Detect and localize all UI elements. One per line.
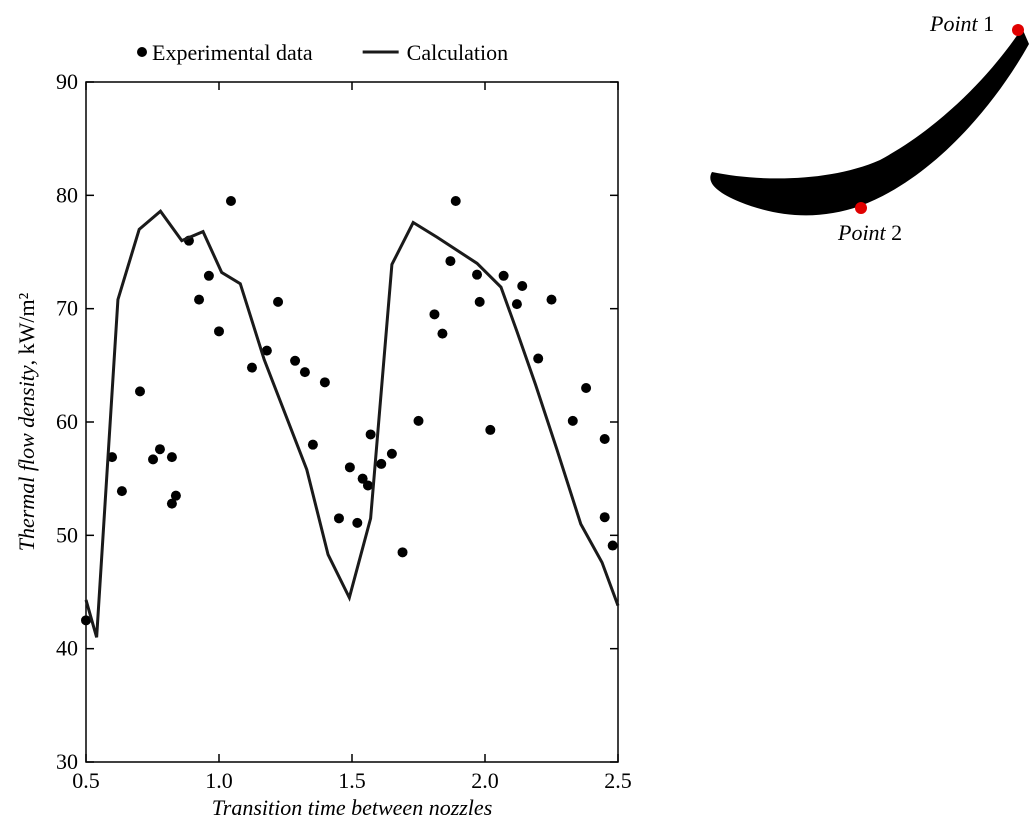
blade (710, 28, 1029, 216)
legend-label: Calculation (407, 40, 508, 65)
data-point (307, 439, 318, 450)
data-point (472, 269, 483, 280)
data-point (546, 294, 557, 305)
data-point (450, 196, 461, 206)
data-point (319, 377, 330, 388)
y-tick-label: 90 (56, 69, 78, 94)
data-point (148, 454, 159, 465)
point-word: Point (929, 11, 979, 36)
data-point (299, 367, 310, 378)
x-tick-label: 0.5 (72, 768, 100, 793)
data-point (203, 270, 214, 281)
data-point (214, 326, 224, 337)
x-tick-label: 1.5 (338, 768, 366, 793)
legend-label: Experimental data (152, 40, 313, 65)
data-point (116, 486, 127, 497)
data-point (397, 547, 408, 558)
data-point (474, 296, 485, 307)
y-axis-unit: , kW/m² (14, 292, 39, 365)
data-point (81, 615, 91, 626)
plot-frame (85, 81, 619, 763)
data-point (170, 490, 181, 501)
point-2-marker (855, 202, 867, 214)
point-1-marker (1012, 24, 1024, 36)
data-point (445, 256, 456, 267)
y-tick-label: 80 (56, 182, 78, 207)
point-word: Point (837, 220, 887, 245)
data-point (333, 513, 344, 524)
data-point (437, 328, 448, 339)
y-tick-label: 40 (56, 636, 78, 661)
data-point (261, 345, 272, 356)
data-point (357, 473, 368, 484)
data-point (485, 424, 496, 435)
data-point (581, 383, 592, 393)
data-point (429, 309, 440, 320)
point-2-label: Point 2 (837, 220, 902, 245)
y-axis-label-main: Thermal flow density (14, 365, 39, 551)
point-1-label: Point 1 (929, 11, 994, 36)
data-point (362, 480, 373, 491)
legend-marker (137, 47, 147, 57)
data-point (134, 386, 145, 397)
point-number: 1 (983, 11, 994, 36)
x-tick-label: 2.5 (604, 768, 632, 793)
x-tick-label: 2.0 (471, 768, 499, 793)
data-point (599, 512, 610, 523)
y-tick-label: 70 (56, 296, 78, 321)
data-point (154, 444, 165, 455)
data-point (166, 498, 177, 509)
calc-line (84, 209, 620, 638)
data-point (498, 270, 509, 281)
data-point (273, 296, 284, 307)
data-point (413, 415, 424, 426)
data-point (365, 429, 376, 440)
data-point (511, 299, 522, 310)
data-point (166, 452, 177, 463)
data-point (225, 196, 236, 206)
x-tick-label: 1.0 (205, 768, 233, 793)
data-point (599, 434, 610, 444)
y-tick-label: 30 (56, 749, 78, 774)
x-axis-label: Transition time between nozzles (212, 795, 493, 820)
point-number: 2 (891, 220, 902, 245)
data-point (386, 448, 397, 459)
y-axis-label: Thermal flow density, kW/m² (14, 292, 39, 551)
data-point (352, 517, 363, 528)
data-point (194, 294, 205, 305)
data-point (246, 362, 257, 373)
data-point (376, 458, 387, 469)
data-point (290, 355, 301, 366)
data-point (567, 415, 578, 426)
data-point (607, 540, 618, 551)
data-point (517, 281, 528, 291)
y-tick-label: 50 (56, 522, 78, 547)
y-tick-label: 60 (56, 409, 78, 434)
data-point (533, 353, 544, 364)
data-point (344, 462, 355, 473)
